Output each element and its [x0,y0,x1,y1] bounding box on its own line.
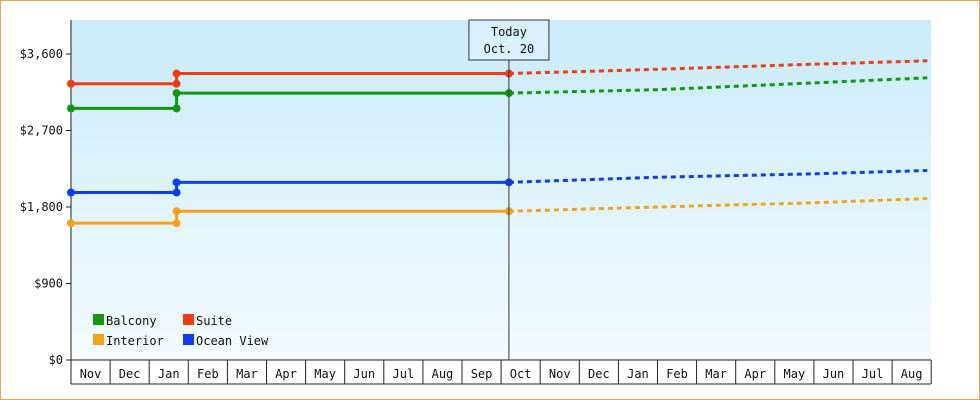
x-tick-label: Aug [901,367,923,381]
legend-label: Interior [106,334,164,348]
legend-swatch [93,314,104,325]
series-forecast-line [508,197,928,213]
y-axis: $0 $900 $1,800 $2,700 $3,600 [20,20,72,367]
x-tick-label: Jun [823,367,845,381]
x-tick-label: Dec [119,367,141,381]
legend-label: Balcony [106,314,157,328]
y-tick-label: $2,700 [20,124,63,138]
y-tick-label: $900 [34,277,63,291]
x-tick-label: Apr [275,367,297,381]
today-date-label: Oct. 20 [484,42,535,56]
today-label: Today [491,25,527,39]
series-point [172,219,181,228]
series-point [172,104,181,113]
series-lines [67,59,928,228]
x-tick-label: Nov [549,367,571,381]
x-tick-label: Mar [705,367,727,381]
y-tick-label: $1,800 [20,200,63,214]
x-tick-label: Dec [588,367,610,381]
legend-label: Suite [196,314,232,328]
today-box [468,19,550,61]
legend-swatch [183,334,194,345]
series-point [172,69,181,78]
series-point [67,188,75,197]
x-tick-label: May [784,367,806,381]
series-point [172,207,181,216]
x-tick-label: Jan [158,367,180,381]
y-tick-label: $3,600 [20,47,63,61]
legend-swatch [183,314,194,325]
series-line [71,209,509,225]
x-axis: Nov Dec Jan Feb Mar Apr May Jun Jul Aug Sep Oct Nov D… [70,359,932,385]
x-tick-label: Jan [627,367,649,381]
x-tick-label: Feb [666,367,688,381]
series-point [67,79,75,88]
series-point [172,178,181,187]
x-tick-label: Feb [197,367,219,381]
today-marker: Today Oct. 20 [468,19,550,360]
x-tick-label: Oct [510,367,532,381]
series-forecast-line [508,59,928,76]
series-point [172,79,181,88]
y-tick-label: $0 [49,353,63,367]
series-point [172,188,181,197]
legend-label: Ocean View [196,334,269,348]
x-tick-label: Mar [236,367,258,381]
legend: Balcony Suite Interior Ocean View [93,314,269,348]
x-tick-label: Jun [353,367,375,381]
x-tick-label: Aug [432,367,454,381]
series-point [172,89,181,98]
series-line [71,180,509,195]
plot-background [71,20,931,360]
x-tick-label: May [314,367,336,381]
x-tick-label: Nov [80,367,102,381]
series-line [71,91,509,110]
series-point [67,104,75,113]
x-tick-label: Jul [393,367,415,381]
series-forecast-line [508,76,928,95]
x-tick-label: Sep [471,367,493,381]
x-tick-label: Jul [862,367,884,381]
legend-swatch [93,334,104,345]
series-line [71,72,509,86]
x-tick-label: Apr [744,367,766,381]
series-forecast-line [508,168,928,184]
series-point [67,219,75,228]
